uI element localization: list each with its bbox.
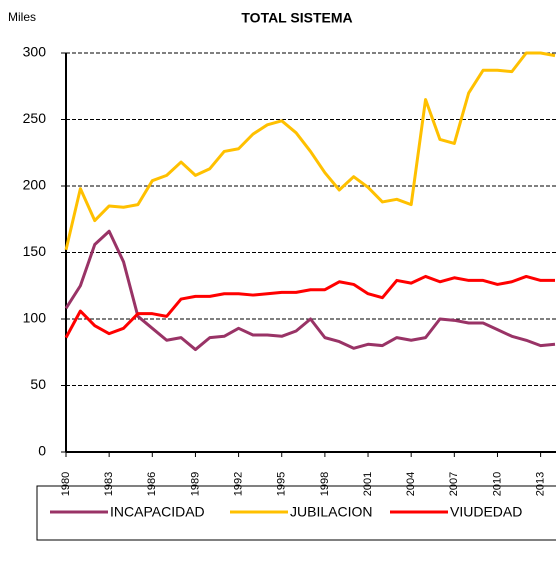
x-tick-label: 1992	[232, 472, 244, 496]
x-tick-label: 1995	[276, 472, 288, 496]
legend-label: VIUDEDAD	[450, 504, 522, 520]
x-tick-label: 1986	[146, 472, 158, 496]
x-tick-label: 2001	[362, 472, 374, 496]
y-tick-label: 100	[23, 310, 47, 326]
x-tick-label: 1989	[189, 472, 201, 496]
y-tick-label: 200	[23, 177, 47, 193]
x-tick-label: 2013	[535, 472, 547, 496]
y-tick-label: 50	[30, 376, 46, 392]
legend-box	[36, 485, 556, 541]
y-tick-label: 250	[23, 110, 47, 126]
y-tick-label: 150	[23, 243, 47, 259]
y-tick-label: 0	[38, 443, 46, 459]
y-tick-label: 300	[23, 44, 47, 60]
x-tick-label: 1980	[60, 472, 72, 496]
series-line	[64, 229, 556, 352]
x-tick-label: 2004	[405, 472, 417, 496]
series-line	[64, 51, 556, 251]
series-line	[64, 274, 555, 339]
x-tick-label: 2010	[491, 472, 503, 496]
x-tick-label: 2007	[448, 472, 460, 496]
legend-label: JUBILACION	[290, 504, 372, 520]
x-tick-label: 1998	[319, 472, 331, 496]
chart-title: TOTAL SISTEMA	[241, 10, 352, 26]
legend-label: INCAPACIDAD	[110, 504, 205, 520]
x-tick-label: 1983	[103, 472, 115, 496]
y-unit-label: Miles	[8, 10, 36, 24]
plot-lines	[64, 51, 556, 352]
